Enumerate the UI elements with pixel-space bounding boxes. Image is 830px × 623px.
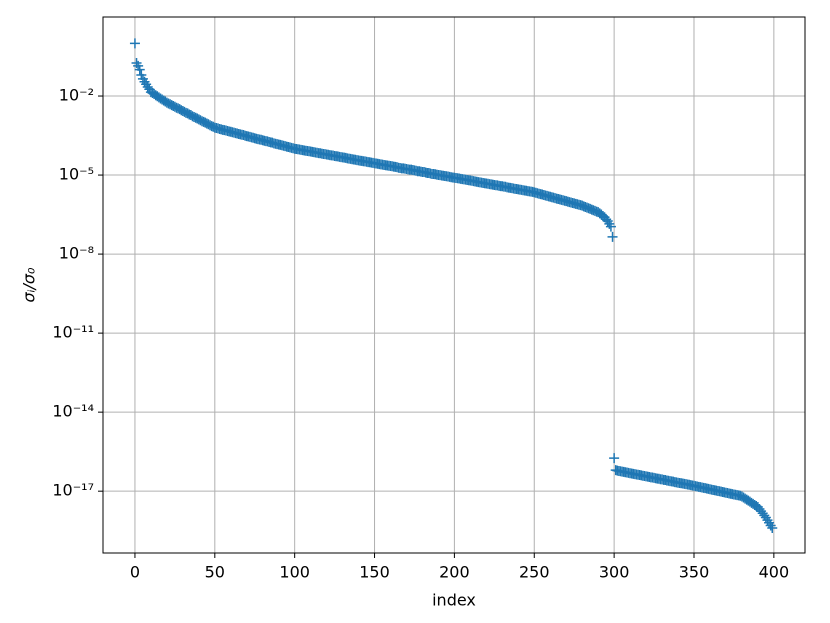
marker [767,523,778,534]
marker [760,512,771,523]
x-tick-label: 400 [759,563,790,582]
y-tick-label: 10⁻² [59,86,94,105]
marker [605,221,616,232]
x-axis-label: index [432,591,476,610]
y-tick-label: 10⁻¹⁴ [52,402,94,421]
x-tick-label: 150 [359,563,390,582]
y-tick-label: 10⁻⁸ [59,244,94,263]
x-tick-label: 50 [205,563,225,582]
plot-frame [102,16,806,554]
marker [607,231,618,242]
x-tick-label: 350 [679,563,710,582]
marker [609,453,620,464]
y-tick-label: 10⁻¹¹ [52,323,94,342]
marker [134,64,145,75]
y-axis-label: σᵢ/σ₀ [20,267,39,303]
marker [142,82,153,93]
x-tick-label: 100 [279,563,310,582]
x-tick-label: 0 [130,563,140,582]
marker [129,38,140,49]
x-tick-label: 250 [519,563,550,582]
x-tick-label: 200 [439,563,470,582]
y-tick-label: 10⁻⁵ [59,165,94,184]
y-tick-label: 10⁻¹⁷ [52,481,94,500]
marker [765,520,776,531]
x-tick-label: 300 [599,563,630,582]
marker [139,76,150,87]
